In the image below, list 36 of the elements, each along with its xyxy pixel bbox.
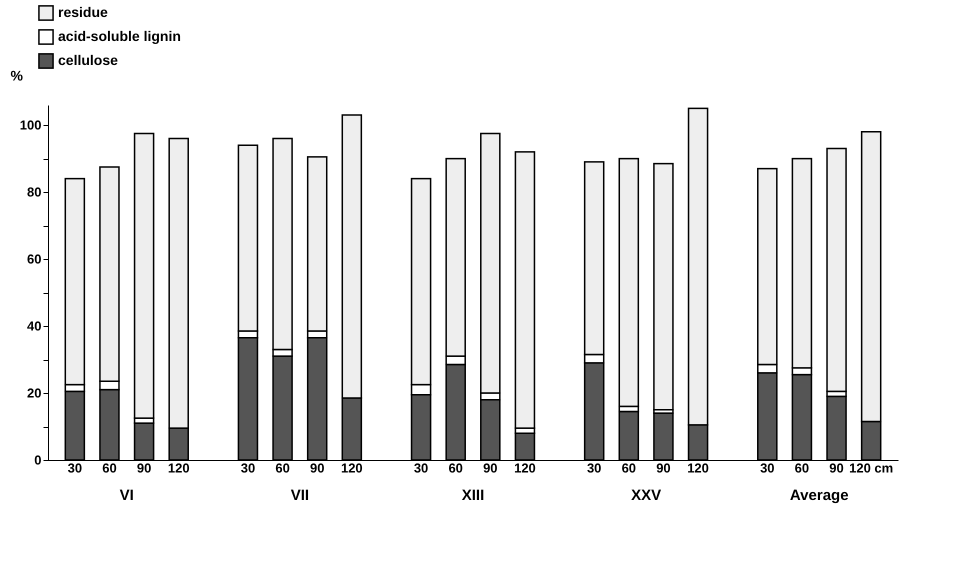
- x-tick-label: 60: [275, 460, 290, 476]
- x-tick-label: 30: [240, 460, 256, 476]
- y-tick-label: 100: [20, 118, 42, 133]
- y-axis-title: %: [10, 68, 24, 84]
- text: XIII: [462, 487, 484, 504]
- x-tick-label: 30: [586, 460, 602, 476]
- x-tick-label: 90: [483, 460, 498, 476]
- y-tick-label: 60: [27, 252, 42, 267]
- y-tick-label: 80: [27, 184, 42, 200]
- legend-label: cellulose: [58, 52, 118, 68]
- x-tick-label: 60: [622, 460, 636, 476]
- text: VII: [290, 487, 310, 504]
- x-tick-label: 120: [168, 460, 190, 476]
- x-tick-label: 90: [310, 460, 324, 476]
- x-tick-label: 30: [68, 460, 82, 476]
- y-tick-label: 20: [27, 386, 42, 401]
- x-tick-label: 60: [102, 460, 117, 476]
- x-tick-label: 60: [448, 460, 463, 476]
- y-tick-label: 0: [34, 452, 42, 468]
- x-tick-label: 30: [414, 460, 428, 476]
- x-tick-label: 90: [829, 460, 844, 476]
- x-tick-label: 120 cm: [849, 460, 894, 476]
- text: XXV: [631, 487, 662, 504]
- legend-label: acid-soluble lignin: [58, 28, 181, 44]
- legend-label: residue: [58, 4, 108, 20]
- y-tick-label: 40: [27, 318, 42, 334]
- x-tick-label: 120: [340, 460, 363, 476]
- x-tick-label: 90: [136, 460, 152, 476]
- x-tick-label: 60: [794, 460, 810, 476]
- bar: [653, 162, 674, 411]
- text: Average: [790, 487, 849, 504]
- x-tick-label: 120: [687, 460, 709, 476]
- x-tick-label: 120: [514, 460, 536, 476]
- x-tick-label: 90: [656, 460, 671, 476]
- x-tick-label: 30: [760, 460, 775, 476]
- text: VI: [120, 487, 134, 504]
